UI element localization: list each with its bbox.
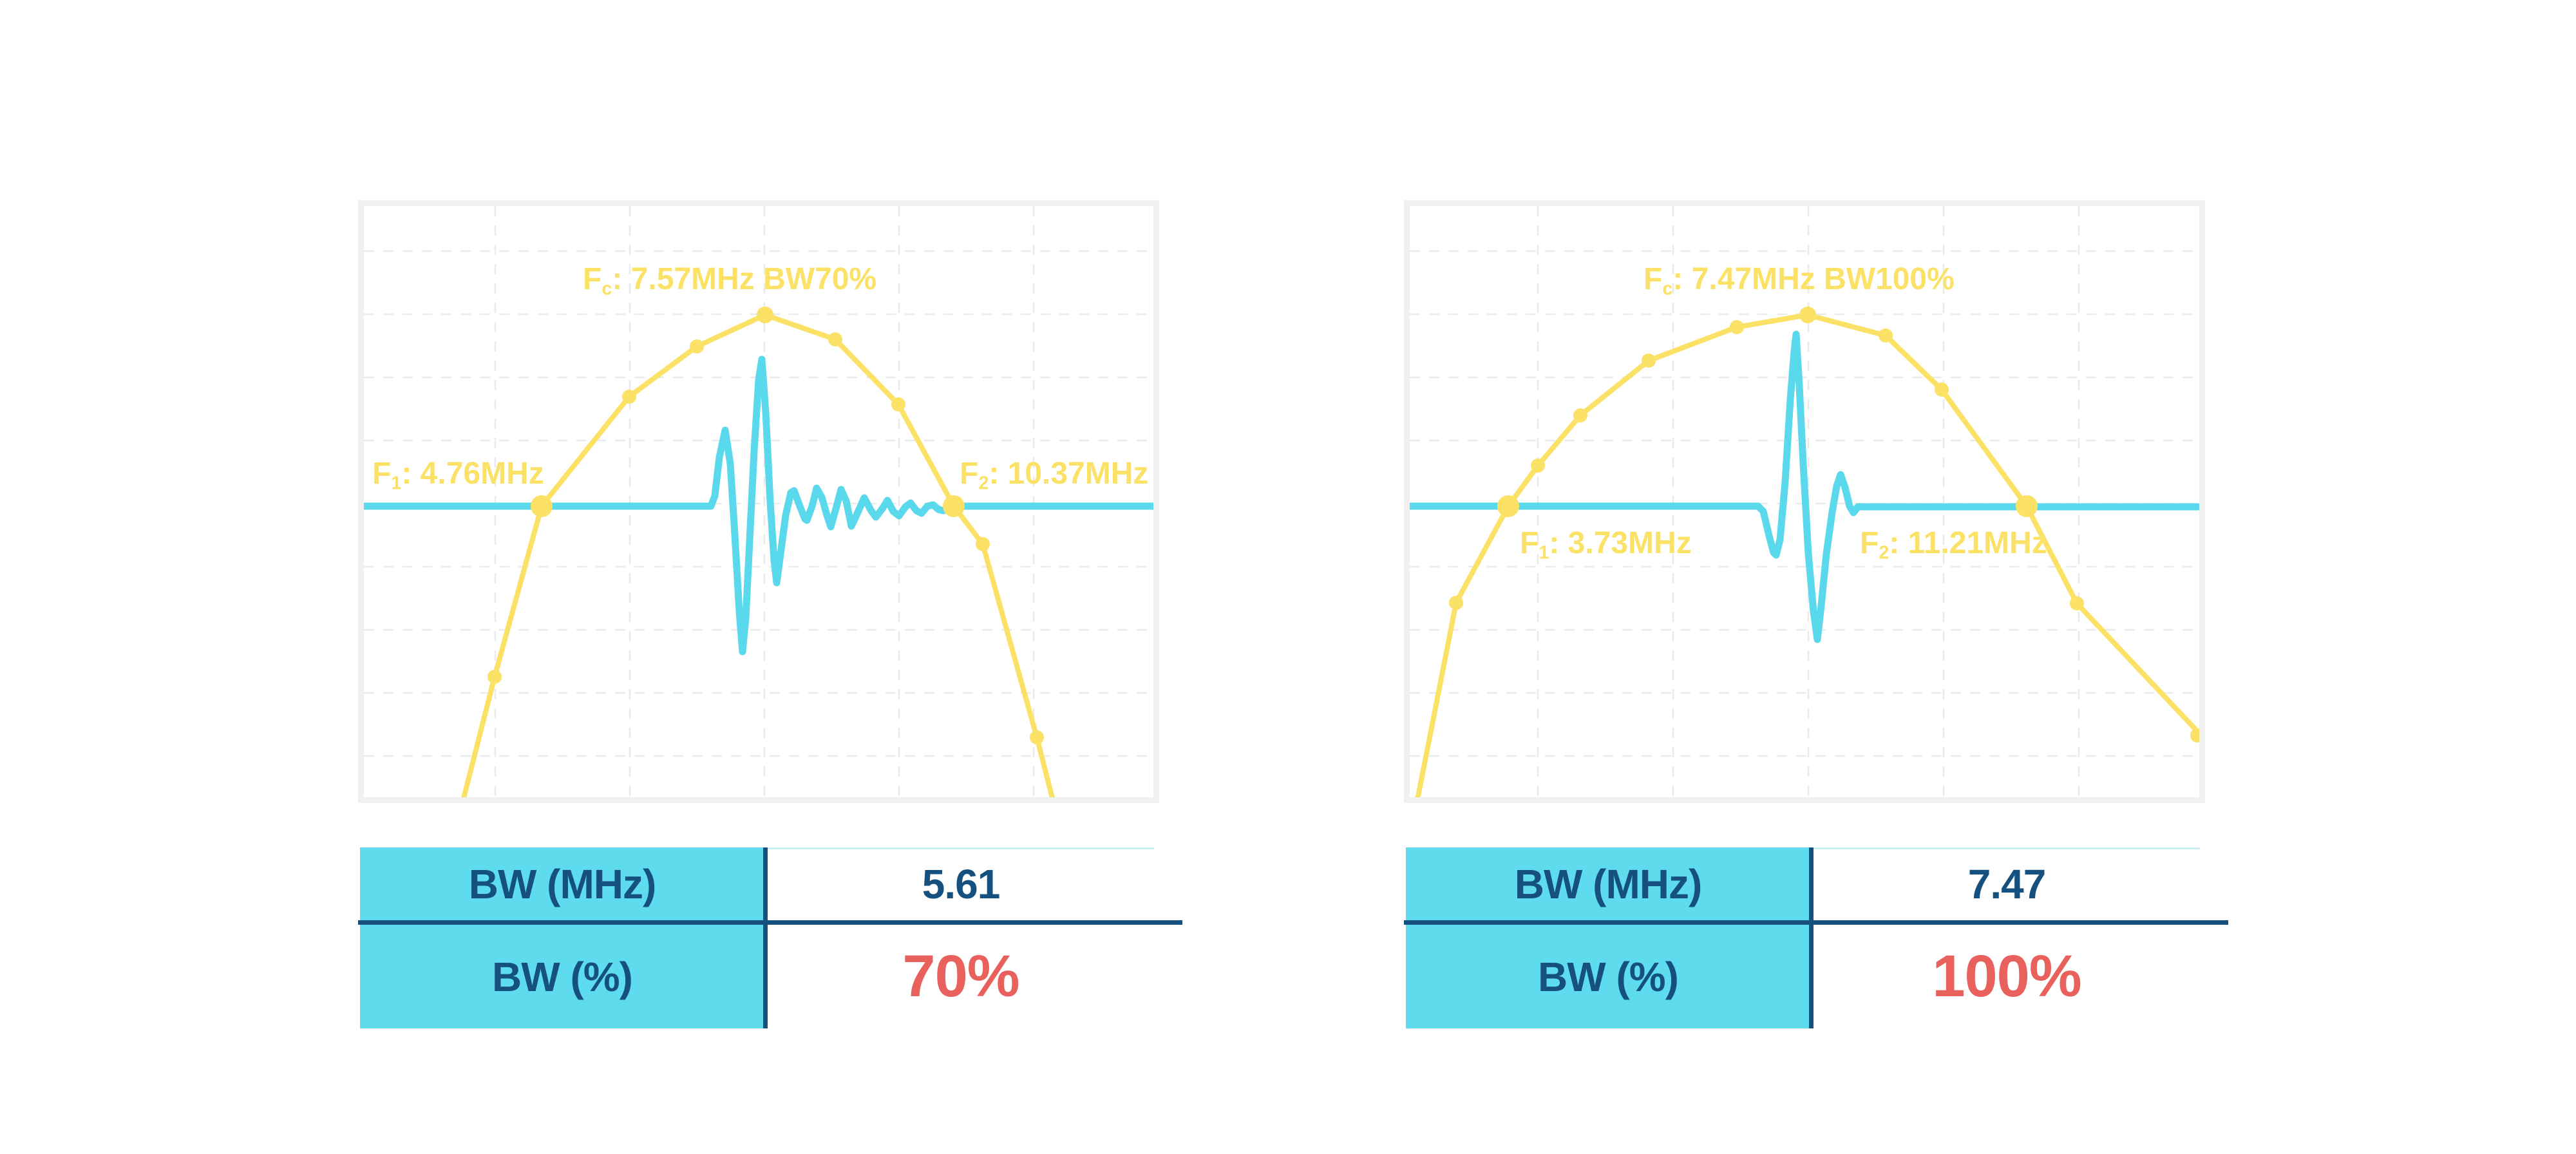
f1-label-left-pre: F: [372, 457, 392, 491]
spectrum-chart-right: [1410, 206, 2199, 797]
data-point-marker: [1531, 459, 1545, 473]
f2-label-left: F2: 10.37MHz: [960, 457, 1148, 494]
f2-label-right-pre: F: [1860, 526, 1879, 560]
crossing-marker: [943, 495, 965, 517]
bw-pct-label-left: BW (%): [492, 953, 633, 1000]
spectrum-chart-left: [364, 206, 1153, 797]
f1-label-left-post: : 4.76MHz: [401, 457, 544, 491]
bw-mhz-label-left: BW (MHz): [468, 860, 657, 907]
f1-label-right: F1: 3.73MHz: [1520, 526, 1692, 563]
f2-label-left-sub: 2: [978, 473, 989, 494]
fc-label-left-post: : 7.57MHz BW70%: [612, 262, 877, 296]
spectrum-plot-left: [358, 200, 1159, 803]
f2-label-right-post: : 11.21MHz: [1889, 526, 2047, 560]
f2-label-right: F2: 11.21MHz: [1860, 526, 2047, 563]
bw-table-right-header-column: [1406, 847, 1810, 1028]
data-point-marker: [976, 537, 990, 551]
fc-label-right: Fc: 7.47MHz BW100%: [1643, 262, 1955, 299]
fc-label-left-sub: c: [601, 278, 612, 299]
data-point-marker: [828, 332, 842, 346]
spectrum-curve: [461, 312, 1055, 797]
bw-table-left-row-divider: [358, 920, 1182, 925]
crossing-marker: [2016, 495, 2038, 517]
fc-label-left: Fc: 7.57MHz BW70%: [583, 262, 877, 299]
f2-label-left-pre: F: [960, 457, 979, 491]
fc-label-right-sub: c: [1662, 278, 1673, 299]
bw-pct-value-left: 70%: [902, 943, 1019, 1009]
data-point-marker: [1730, 320, 1744, 334]
data-point-marker: [891, 397, 905, 411]
data-point-marker: [1642, 354, 1656, 368]
data-point-marker: [1935, 383, 1949, 397]
pulse-waveform: [364, 355, 1153, 656]
bw-mhz-value-left: 5.61: [922, 860, 1001, 907]
bw-table-right-row-divider: [1404, 920, 2228, 925]
data-point-marker: [488, 670, 502, 684]
bw-table-right: BW (MHz) 7.47 BW (%) 100%: [1404, 847, 2228, 1028]
crossing-marker: [531, 495, 553, 517]
bw-pct-value-right: 100%: [1932, 943, 2081, 1009]
fc-label-left-pre: F: [583, 262, 602, 296]
crossing-marker: [1497, 495, 1519, 517]
bw-table-left-column-divider: [763, 847, 768, 1028]
f1-label-right-post: : 3.73MHz: [1549, 526, 1692, 560]
bw-table-right-value-topline: [1814, 847, 2200, 849]
spectrum-plot-right: [1404, 200, 2205, 803]
bw-table-left: BW (MHz) 5.61 BW (%) 70%: [358, 847, 1182, 1028]
peak-marker: [1799, 307, 1816, 323]
f1-label-right-sub: 1: [1539, 542, 1549, 563]
data-point-marker: [1030, 730, 1044, 744]
f2-label-left-post: : 10.37MHz: [989, 457, 1149, 491]
data-point-marker: [1449, 596, 1463, 610]
fc-label-right-pre: F: [1643, 262, 1663, 296]
peak-marker: [757, 307, 773, 323]
pulse-waveform: [1410, 330, 2199, 643]
bw-mhz-value-right: 7.47: [1967, 860, 2047, 907]
bw-table-left-value-topline: [768, 847, 1154, 849]
bw-pct-label-right: BW (%): [1538, 953, 1679, 1000]
data-point-marker: [2070, 596, 2084, 610]
data-point-marker: [622, 390, 636, 404]
data-point-marker: [1879, 328, 1893, 343]
data-point-marker: [1573, 408, 1587, 422]
data-point-marker: [690, 339, 704, 354]
bw-mhz-label-right: BW (MHz): [1514, 860, 1703, 907]
data-point-marker: [2190, 728, 2199, 743]
f1-label-left-sub: 1: [391, 473, 402, 494]
bw-table-right-column-divider: [1809, 847, 1814, 1028]
bw-table-left-header-column: [360, 847, 764, 1028]
f2-label-right-sub: 2: [1879, 542, 1889, 563]
f1-label-right-pre: F: [1520, 526, 1539, 560]
f1-label-left: F1: 4.76MHz: [372, 457, 544, 494]
fc-label-right-post: : 7.47MHz BW100%: [1672, 262, 1955, 296]
